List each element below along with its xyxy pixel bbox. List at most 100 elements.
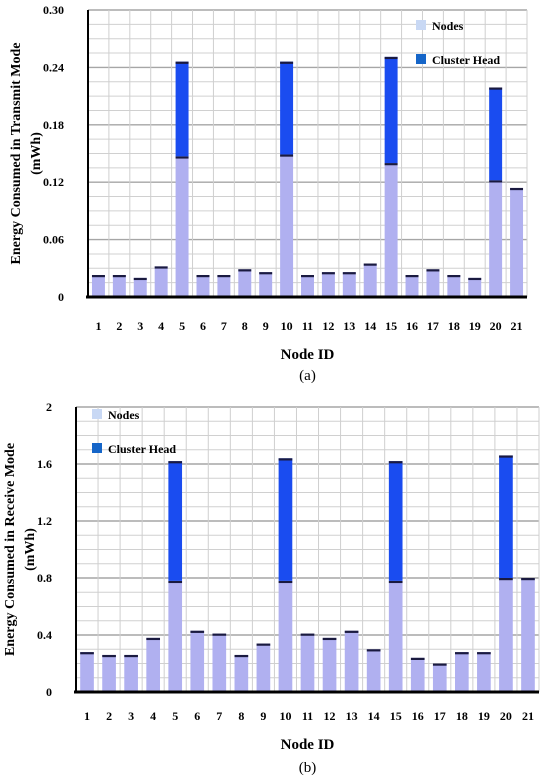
bar-cap xyxy=(384,163,398,166)
bar-nodes-1 xyxy=(91,274,105,297)
bar-nodes-21 xyxy=(521,578,535,692)
x-tick-label: 2 xyxy=(116,319,122,333)
bar-cap xyxy=(278,458,293,461)
x-tick-label: 21 xyxy=(511,319,523,333)
bar-cluster-head-20 xyxy=(489,87,503,181)
y-tick-label: 0 xyxy=(58,290,64,304)
bar-cap xyxy=(300,633,315,636)
bar-cap xyxy=(256,643,271,646)
bar-cap xyxy=(388,580,403,584)
x-tick-label: 17 xyxy=(427,319,439,333)
x-tick-label: 9 xyxy=(263,319,269,333)
bar-cap xyxy=(426,269,440,272)
x-tick-label: 15 xyxy=(390,709,402,723)
bar-nodes-21 xyxy=(510,187,524,297)
bar-cap xyxy=(521,578,535,581)
bar-nodes-9 xyxy=(259,272,273,297)
bar-cap xyxy=(212,633,227,636)
x-tick-label: 11 xyxy=(302,319,313,333)
bar-cluster-head-10 xyxy=(278,458,293,581)
bar-cap xyxy=(168,461,183,464)
x-tick-label: 2 xyxy=(106,709,112,723)
bar-cap xyxy=(91,274,105,278)
bar-cap xyxy=(133,277,147,281)
bar-nodes-20 xyxy=(499,578,513,692)
bar-nodes-17 xyxy=(432,663,447,692)
bar-cap xyxy=(196,274,210,278)
bar-cap xyxy=(146,637,161,641)
chart-a: 00.060.120.180.240.301 2 3 4 5 6 7 8 9 10 11 12 13 14… xyxy=(9,3,528,384)
bar-cap xyxy=(301,274,314,278)
bar-nodes-18 xyxy=(454,652,469,692)
x-tick-label: 1 xyxy=(84,709,90,723)
bar-nodes-2 xyxy=(112,274,126,297)
x-tick-label: 19 xyxy=(478,709,490,723)
x-tick-label: 19 xyxy=(469,319,481,333)
x-tick-label: 1 xyxy=(95,319,101,333)
x-tick-label: 3 xyxy=(128,709,134,723)
y-tick-label: 1.2 xyxy=(37,514,52,528)
bar-cap xyxy=(175,156,189,159)
x-tick-label: 12 xyxy=(322,319,334,333)
bar-nodes-4 xyxy=(154,266,168,297)
x-tick-label: 9 xyxy=(260,709,266,723)
bar-nodes-9 xyxy=(256,643,271,692)
legend-label: Cluster Head xyxy=(108,442,176,456)
bar-nodes-13 xyxy=(344,630,359,692)
x-tick-label: 20 xyxy=(490,319,502,333)
bar-cluster-head-15 xyxy=(388,461,403,581)
bar-nodes-17 xyxy=(426,269,440,297)
bar-cap xyxy=(278,580,293,584)
bar-cap xyxy=(468,277,482,281)
bar-nodes-13 xyxy=(342,272,356,297)
bar-nodes-20 xyxy=(489,180,503,297)
x-tick-label: 20 xyxy=(500,709,512,723)
bar-cap xyxy=(234,654,249,658)
bar-nodes-3 xyxy=(124,654,138,692)
bar-cap xyxy=(344,630,359,633)
bar-cluster-head-10 xyxy=(280,61,294,155)
bar-cap xyxy=(363,263,377,266)
x-tick-label: 3 xyxy=(137,319,143,333)
bar-cap xyxy=(259,272,273,275)
y-axis-unit: (mWh) xyxy=(23,528,38,571)
x-tick-label: 16 xyxy=(412,709,424,723)
bar-cap xyxy=(321,272,335,275)
x-tick-label: 10 xyxy=(279,709,291,723)
figure-caption: (a) xyxy=(299,368,316,384)
x-tick-label: 4 xyxy=(150,709,156,723)
x-tick-label: 8 xyxy=(242,319,248,333)
bar-nodes-11 xyxy=(301,274,314,297)
bar-cap xyxy=(447,274,461,278)
y-tick-label: 0.18 xyxy=(43,118,64,132)
y-axis-unit: (mWh) xyxy=(29,132,44,175)
bar-cap xyxy=(238,269,252,272)
bar-cap xyxy=(190,630,205,633)
bar-nodes-14 xyxy=(366,649,381,692)
bar-nodes-8 xyxy=(234,654,249,692)
bar-cluster-head-5 xyxy=(168,461,183,581)
bar-cap xyxy=(322,637,337,641)
bar-nodes-18 xyxy=(447,274,461,297)
x-tick-label: 7 xyxy=(221,319,227,333)
x-tick-label: 5 xyxy=(179,319,185,333)
bar-nodes-15 xyxy=(384,163,398,297)
y-tick-label: 0.4 xyxy=(37,628,52,642)
bar-cap xyxy=(454,652,469,655)
bar-cap xyxy=(366,649,381,652)
y-tick-label: 1.6 xyxy=(37,457,52,471)
x-tick-label: 10 xyxy=(281,319,293,333)
bar-nodes-10 xyxy=(280,154,294,297)
bar-cap xyxy=(175,61,189,64)
x-tick-label: 18 xyxy=(456,709,468,723)
bar-cap xyxy=(499,455,513,458)
bar-nodes-16 xyxy=(405,274,419,297)
legend-label: Cluster Head xyxy=(432,53,500,67)
bar-cap xyxy=(124,654,138,658)
x-tick-label: 13 xyxy=(343,319,355,333)
x-tick-label: 7 xyxy=(216,709,222,723)
x-tick-label: 17 xyxy=(434,709,446,723)
x-tick-label: 6 xyxy=(200,319,206,333)
bar-nodes-19 xyxy=(477,652,491,692)
